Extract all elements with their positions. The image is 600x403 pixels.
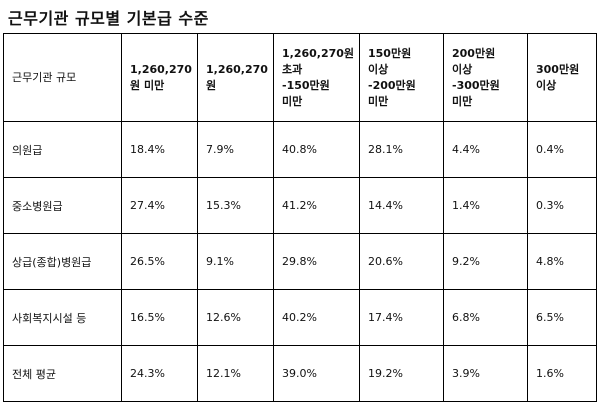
table-cell: 18.4% — [121, 121, 198, 178]
header-line: -200만원 — [368, 78, 416, 92]
table-cell: 16.5% — [121, 289, 198, 346]
header-cell: 1,260,270 원 — [197, 33, 274, 122]
table-cell: 9.1% — [197, 233, 274, 290]
table-cell: 20.6% — [359, 233, 444, 290]
row-label: 중소병원급 — [3, 177, 122, 234]
row-label: 전체 평균 — [3, 345, 122, 402]
table-cell: 0.3% — [527, 177, 597, 234]
table-row: 사회복지시설 등 16.5% 12.6% 40.2% 17.4% 6.8% 6.… — [3, 289, 597, 346]
table-cell: 15.3% — [197, 177, 274, 234]
header-cell: 1,260,270 원 미만 — [121, 33, 198, 122]
table-cell: 40.8% — [273, 121, 360, 178]
table-cell: 12.6% — [197, 289, 274, 346]
table-cell: 6.8% — [443, 289, 528, 346]
header-cell: 150만원 이상 -200만원 미만 — [359, 33, 444, 122]
table-cell: 12.1% — [197, 345, 274, 402]
header-cell: 200만원 이상 -300만원 미만 — [443, 33, 528, 122]
table-cell: 27.4% — [121, 177, 198, 234]
header-line: 원 미만 — [130, 78, 165, 92]
table-row: 의원급 18.4% 7.9% 40.8% 28.1% 4.4% 0.4% — [3, 121, 597, 178]
header-line: 150만원 — [368, 46, 412, 60]
table-cell: 7.9% — [197, 121, 274, 178]
header-line: 1,260,270원 — [282, 46, 355, 60]
table-cell: 39.0% — [273, 345, 360, 402]
header-line: 원 — [206, 78, 217, 92]
table-cell: 40.2% — [273, 289, 360, 346]
table-header-row: 근무기관 규모 1,260,270 원 미만 1,260,270 원 1,260… — [3, 33, 597, 122]
header-line: 1,260,270 — [206, 62, 268, 76]
table-cell: 4.4% — [443, 121, 528, 178]
table-cell: 1.6% — [527, 345, 597, 402]
header-line: 미만 — [282, 94, 303, 108]
header-line: 300만원 — [536, 62, 580, 76]
table-cell: 3.9% — [443, 345, 528, 402]
header-line: -150만원 — [282, 78, 330, 92]
table-cell: 29.8% — [273, 233, 360, 290]
header-cell: 1,260,270원 초과 -150만원 미만 — [273, 33, 360, 122]
header-line: 이상 — [452, 62, 473, 76]
table-cell: 0.4% — [527, 121, 597, 178]
page-title: 근무기관 규모별 기본급 수준 — [8, 9, 209, 28]
header-line: 이상 — [536, 78, 557, 92]
table-cell: 24.3% — [121, 345, 198, 402]
table-cell: 6.5% — [527, 289, 597, 346]
header-cell-category: 근무기관 규모 — [3, 33, 122, 122]
header-line: 미만 — [368, 94, 389, 108]
table-cell: 26.5% — [121, 233, 198, 290]
header-line: 이상 — [368, 62, 389, 76]
header-line: -300만원 — [452, 78, 500, 92]
table-row: 상급(종합)병원급 26.5% 9.1% 29.8% 20.6% 9.2% 4.… — [3, 233, 597, 290]
header-cell: 300만원 이상 — [527, 33, 597, 122]
table-cell: 4.8% — [527, 233, 597, 290]
row-label: 사회복지시설 등 — [3, 289, 122, 346]
table-cell: 9.2% — [443, 233, 528, 290]
header-line: 200만원 — [452, 46, 496, 60]
salary-table: 근무기관 규모 1,260,270 원 미만 1,260,270 원 1,260… — [3, 33, 597, 402]
row-label: 상급(종합)병원급 — [3, 233, 122, 290]
table-cell: 41.2% — [273, 177, 360, 234]
table-cell: 1.4% — [443, 177, 528, 234]
table-cell: 17.4% — [359, 289, 444, 346]
table-cell: 19.2% — [359, 345, 444, 402]
header-line: 1,260,270 — [130, 62, 192, 76]
header-line: 초과 — [282, 62, 303, 76]
row-label: 의원급 — [3, 121, 122, 178]
header-line: 미만 — [452, 94, 473, 108]
table-row: 전체 평균 24.3% 12.1% 39.0% 19.2% 3.9% 1.6% — [3, 345, 597, 402]
table-cell: 28.1% — [359, 121, 444, 178]
table-cell: 14.4% — [359, 177, 444, 234]
table-row: 중소병원급 27.4% 15.3% 41.2% 14.4% 1.4% 0.3% — [3, 177, 597, 234]
